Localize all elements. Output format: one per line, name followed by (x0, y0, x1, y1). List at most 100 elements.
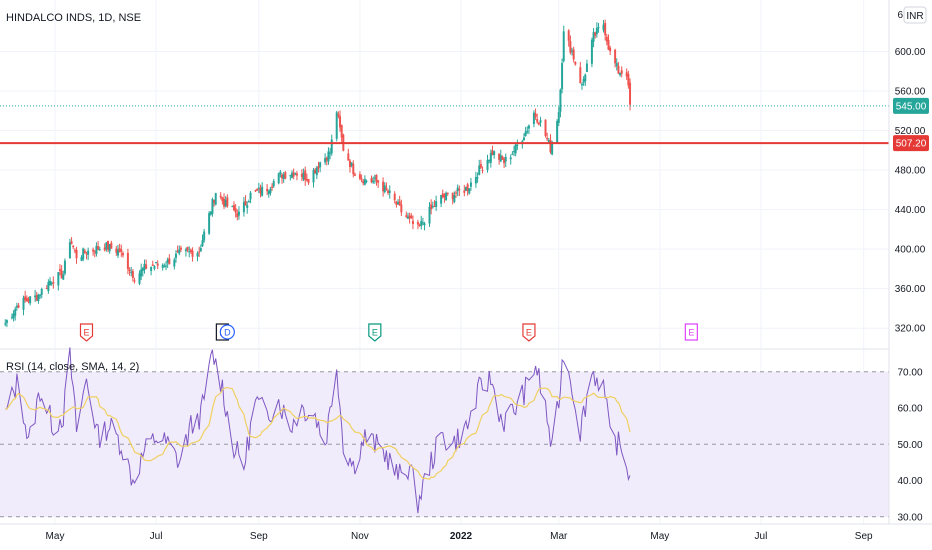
candle (580, 82, 583, 90)
candle (572, 46, 575, 63)
candle (151, 260, 154, 266)
candle (131, 269, 134, 282)
candle (82, 247, 85, 262)
x-tick-label: Sep (250, 531, 268, 542)
candle (511, 151, 514, 155)
currency-badge[interactable]: INR (903, 6, 927, 24)
rsi-axis[interactable]: 70.00 60.00 50.00 40.00 30.00 (897, 367, 922, 523)
event-marker[interactable]: E (684, 323, 698, 341)
candle (463, 184, 466, 197)
price-axis[interactable]: 320.00 360.00 400.00 440.00 480.00 520.00 560.… (895, 47, 926, 335)
candle (242, 196, 245, 217)
candle (421, 217, 424, 226)
candle (87, 247, 90, 260)
rsi-pane-grid (0, 349, 889, 524)
event-marker[interactable]: E (79, 323, 94, 342)
price-candles (4, 19, 632, 328)
x-tick-label: Jul (755, 531, 768, 542)
candle (411, 215, 414, 230)
candle (72, 245, 75, 250)
candle (491, 145, 494, 156)
candle (155, 261, 158, 264)
candle (272, 178, 275, 188)
candle (57, 272, 60, 291)
candle (290, 170, 293, 179)
candle (504, 153, 507, 168)
x-tick-label: Sep (855, 531, 873, 542)
candle (315, 165, 318, 179)
candle (469, 178, 472, 191)
svg-text:E: E (83, 328, 89, 338)
candle (546, 132, 549, 141)
hline-price-label: 507.20 (893, 135, 929, 152)
candle (257, 182, 260, 194)
candle (50, 281, 53, 286)
candle (375, 174, 378, 186)
earnings-events: EEDEEE (79, 323, 698, 342)
x-tick-label: Mar (550, 531, 568, 542)
candle (209, 210, 212, 216)
candle (22, 295, 25, 316)
y-tick-top-partial: 6 (897, 10, 903, 21)
candle (231, 205, 234, 208)
candle (168, 254, 171, 265)
candle (362, 179, 365, 186)
candle (188, 246, 191, 258)
candle (348, 159, 351, 173)
y-tick-label: 600.00 (895, 47, 926, 58)
candle (627, 70, 630, 89)
candle (501, 155, 504, 160)
candle (312, 167, 315, 188)
event-marker[interactable]: E (522, 323, 536, 342)
chart-title: HINDALCO INDS, 1D, NSE (6, 12, 141, 24)
candle (176, 245, 179, 253)
candle (120, 244, 123, 257)
candle (295, 170, 298, 181)
candle (561, 58, 564, 94)
candle (615, 58, 618, 71)
candle (107, 240, 110, 253)
candle (503, 157, 506, 168)
candle (80, 255, 83, 262)
candle (562, 25, 565, 63)
candle (486, 154, 489, 173)
candle (574, 61, 577, 66)
candle (15, 302, 18, 311)
candle (383, 182, 386, 194)
candle (39, 293, 42, 299)
y-tick-label: 560.00 (895, 87, 926, 98)
last-price-label: 545.00 (893, 97, 929, 114)
candle (595, 22, 598, 38)
candle (165, 261, 168, 271)
horizontal-line[interactable] (0, 105, 889, 145)
candle (246, 201, 249, 214)
event-marker[interactable]: E (368, 323, 382, 342)
time-axis[interactable]: May Jul Sep Nov 2022 Mar May Jul Sep (46, 531, 873, 542)
candle (62, 270, 65, 280)
candle (186, 246, 189, 253)
candle (393, 191, 396, 204)
price-pane-grid (0, 0, 889, 349)
candle (249, 191, 252, 204)
candle (277, 172, 280, 185)
event-marker[interactable]: D (219, 324, 235, 340)
candle (387, 189, 390, 195)
candle (585, 59, 588, 73)
candle (153, 265, 156, 271)
y-tick-label: 440.00 (895, 205, 926, 216)
candle (453, 191, 456, 204)
candle (423, 221, 426, 231)
candle (514, 142, 517, 157)
candle (335, 110, 338, 142)
candle (4, 319, 7, 327)
candle (329, 148, 332, 160)
candle (590, 37, 593, 68)
candle (163, 263, 166, 268)
candle (527, 124, 530, 135)
candle (373, 174, 376, 184)
candle (609, 45, 612, 56)
candle (446, 192, 449, 196)
candle (557, 106, 560, 127)
candle (605, 34, 608, 46)
